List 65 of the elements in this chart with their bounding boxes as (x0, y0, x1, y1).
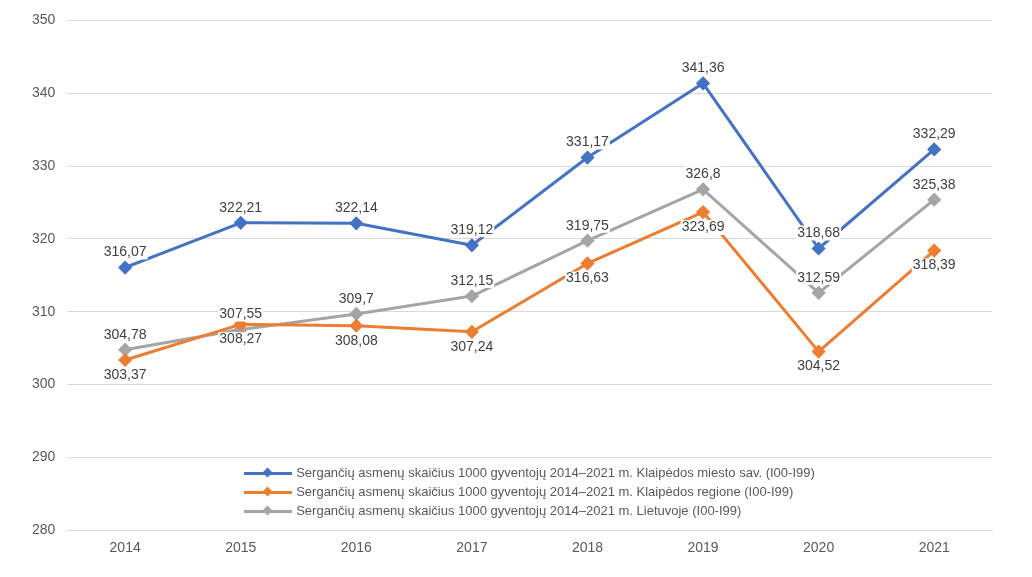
point (812, 286, 826, 300)
data-label: 308,08 (334, 331, 378, 348)
x-tick-label: 2017 (456, 539, 488, 556)
y-tick-label: 310 (32, 302, 56, 319)
data-label: 341,36 (681, 59, 725, 76)
data-label: 322,14 (334, 199, 378, 216)
data-label: 318,68 (797, 224, 841, 241)
data-label: 318,39 (912, 256, 956, 273)
point (234, 216, 248, 230)
x-tick-label: 2014 (109, 539, 141, 556)
data-label: 307,24 (450, 337, 494, 354)
x-tick-label: 2016 (340, 539, 373, 556)
y-tick-label: 350 (32, 11, 56, 28)
y-tick-label: 280 (32, 521, 56, 538)
point (465, 325, 479, 339)
point (696, 205, 710, 219)
point (696, 76, 710, 90)
x-tick-label: 2018 (571, 539, 604, 556)
data-label: 303,37 (103, 365, 147, 382)
point (696, 182, 710, 196)
point (812, 345, 826, 359)
point (812, 242, 826, 255)
data-label: 331,17 (566, 133, 610, 150)
data-label: 304,78 (103, 325, 147, 342)
data-label: 319,12 (450, 221, 494, 238)
data-label: 319,75 (566, 216, 610, 233)
legend-label: Sergančių asmenų skaičius 1000 gyventojų 2014–2021 m. Lietuvoje (I00-I99) (296, 503, 742, 519)
data-label: 312,15 (450, 271, 494, 288)
data-label: 322,21 (219, 198, 263, 215)
point (349, 216, 363, 230)
data-label: 326,8 (685, 165, 721, 182)
point (465, 289, 479, 303)
x-tick-label: 2019 (687, 539, 719, 556)
y-tick-label: 320 (32, 229, 56, 246)
point (118, 343, 132, 357)
data-label: 316,63 (566, 269, 610, 286)
y-tick-label: 340 (32, 84, 56, 101)
point (349, 307, 363, 321)
data-label: 304,52 (797, 357, 841, 374)
data-label: 332,29 (912, 125, 956, 142)
point (118, 353, 132, 367)
point (349, 319, 363, 333)
point (465, 238, 479, 252)
point (580, 256, 594, 270)
data-label: 308,27 (219, 330, 263, 347)
y-tick-label: 300 (32, 375, 56, 392)
data-label: 316,07 (103, 243, 147, 260)
legend-label: Sergančių asmenų skaičius 1000 gyventojų 2014–2021 m. Klaipėdos regione (I00-I99) (296, 484, 794, 500)
data-label: 312,59 (797, 268, 841, 285)
point (580, 151, 594, 165)
point (927, 244, 941, 258)
point (927, 193, 941, 207)
x-tick-label: 2020 (803, 539, 835, 556)
data-label: 325,38 (912, 175, 956, 192)
y-tick-label: 330 (32, 156, 56, 173)
data-label: 309,7 (338, 289, 375, 306)
x-tick-label: 2015 (225, 539, 257, 556)
point (118, 261, 132, 275)
y-tick-label: 290 (32, 448, 56, 465)
data-label: 307,55 (219, 305, 263, 322)
x-tick-label: 2021 (918, 539, 950, 556)
point (580, 234, 594, 248)
data-label: 323,69 (681, 217, 725, 234)
legend-label: Sergančių asmenų skaičius 1000 gyventojų 2014–2021 m. Klaipėdos miesto sav. (I00-I99) (296, 465, 815, 481)
point (927, 142, 941, 156)
